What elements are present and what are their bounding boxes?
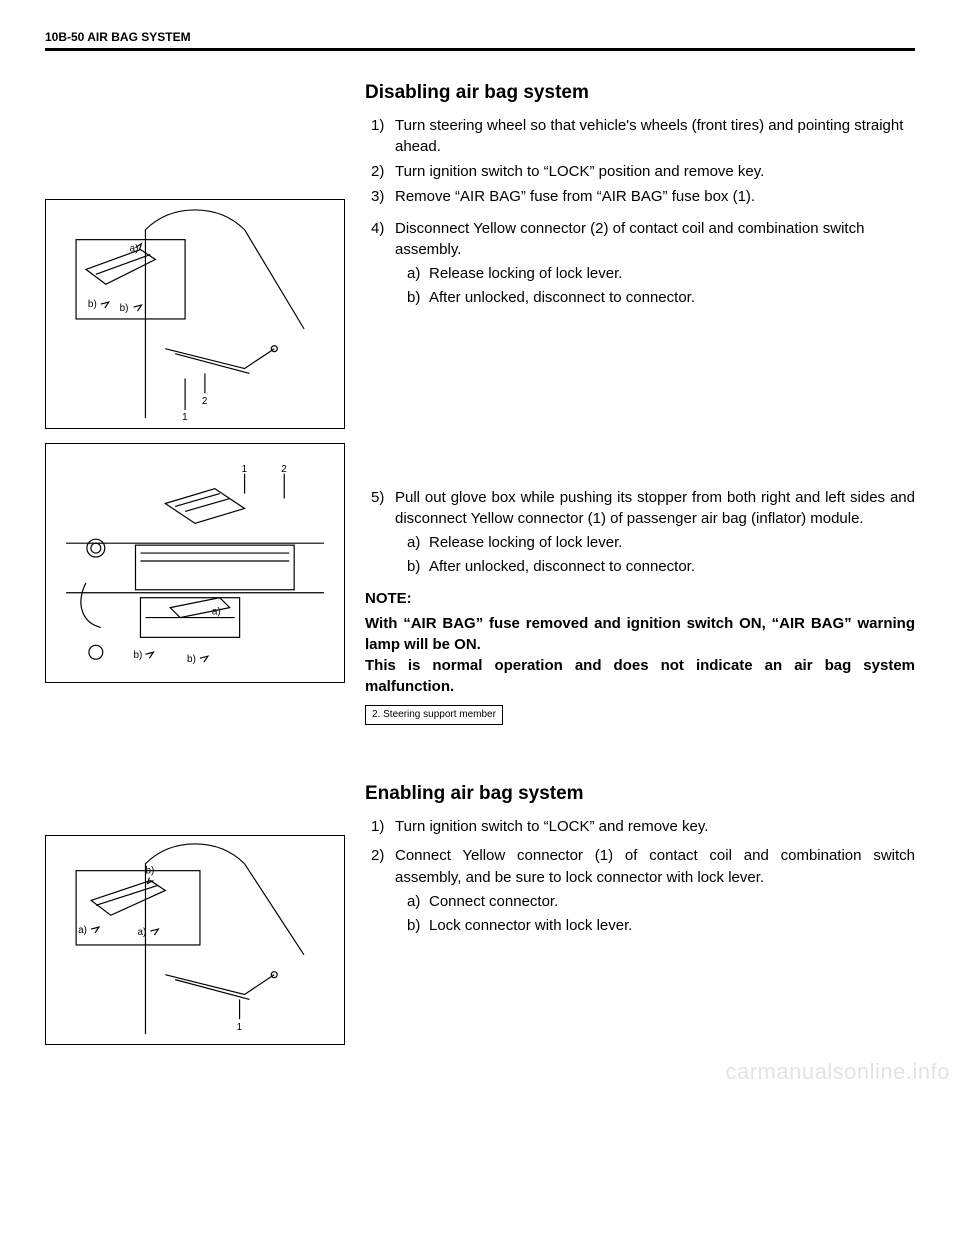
legend-box: 2. Steering support member <box>365 705 503 726</box>
svg-text:b): b) <box>120 303 129 314</box>
step-text: Turn ignition switch to “LOCK” position … <box>395 163 764 180</box>
note-body-2: This is normal operation and does not in… <box>365 655 915 697</box>
svg-text:b): b) <box>134 650 143 661</box>
svg-text:a): a) <box>138 927 147 938</box>
substep-marker: a) <box>407 532 420 554</box>
substep-5b: b) After unlocked, disconnect to connecto… <box>407 556 915 578</box>
step-text: Remove “AIR BAG” fuse from “AIR BAG” fus… <box>395 188 755 205</box>
step-text: Turn steering wheel so that vehicle's wh… <box>395 117 903 156</box>
step2-2: 2) Connect Yellow connector (1) of contac… <box>371 845 915 936</box>
substep-5a: a) Release locking of lock lever. <box>407 532 915 554</box>
steps-list-1c: 5) Pull out glove box while pushing its s… <box>371 487 915 578</box>
steps-list-2: 1) Turn ignition switch to “LOCK” and rem… <box>371 816 915 838</box>
step-marker: 3) <box>371 186 384 208</box>
step-text: Disconnect Yellow connector (2) of conta… <box>395 220 864 259</box>
substep-text: After unlocked, disconnect to connector. <box>429 558 695 575</box>
step-2: 2) Turn ignition switch to “LOCK” positio… <box>371 161 915 183</box>
substep-marker: b) <box>407 556 420 578</box>
step-marker: 4) <box>371 218 384 240</box>
watermark: carmanualsonline.info <box>0 1059 960 1085</box>
substep-marker: b) <box>407 915 420 937</box>
substep-text: After unlocked, disconnect to connector. <box>429 289 695 306</box>
substep-4b: b) After unlocked, disconnect to connecto… <box>407 287 915 309</box>
step-marker: 1) <box>371 816 384 838</box>
row-section1-top: a) b) b) 2 1 <box>45 79 915 725</box>
row-section2: b) a) a) 1 Enabling air bag system 1) Tur… <box>45 780 915 1045</box>
step-marker: 5) <box>371 487 384 509</box>
figure-spacer-2 <box>45 780 345 835</box>
substeps-4: a) Release locking of lock lever. b) After… <box>407 263 915 309</box>
substep-text: Release locking of lock lever. <box>429 265 622 282</box>
step-text: Turn ignition switch to “LOCK” and remov… <box>395 818 708 835</box>
left-col-top: a) b) b) 2 1 <box>45 79 345 683</box>
svg-text:2: 2 <box>202 396 208 407</box>
steps-list-1: 1) Turn steering wheel so that vehicle's … <box>371 115 915 208</box>
page: 10B-50 AIR BAG SYSTEM a) b) b) <box>0 0 960 1055</box>
note-label: NOTE: <box>365 588 915 609</box>
note-body-1: With “AIR BAG” fuse removed and ignition… <box>365 613 915 655</box>
svg-text:a): a) <box>212 607 221 618</box>
step-1: 1) Turn steering wheel so that vehicle's … <box>371 115 915 159</box>
left-col-bottom: b) a) a) 1 <box>45 780 345 1045</box>
svg-text:2: 2 <box>281 464 287 475</box>
substep-text: Release locking of lock lever. <box>429 534 622 551</box>
substep-text: Connect connector. <box>429 893 558 910</box>
step-marker: 1) <box>371 115 384 137</box>
note-block: NOTE: With “AIR BAG” fuse removed and ig… <box>365 588 915 697</box>
step-marker: 2) <box>371 845 384 867</box>
svg-text:b): b) <box>145 866 154 877</box>
svg-text:a): a) <box>130 244 139 255</box>
step-text: Connect Yellow connector (1) of contact … <box>395 845 915 889</box>
step-text: Pull out glove box while pushing its sto… <box>395 487 915 531</box>
step2-1: 1) Turn ignition switch to “LOCK” and rem… <box>371 816 915 838</box>
steps-list-2b: 2) Connect Yellow connector (1) of contac… <box>371 845 915 936</box>
section-gap <box>45 725 915 780</box>
heading-disabling: Disabling air bag system <box>365 79 915 107</box>
right-col-section2: Enabling air bag system 1) Turn ignition … <box>365 780 915 939</box>
page-header: 10B-50 AIR BAG SYSTEM <box>45 30 915 51</box>
figure-3-enabling: b) a) a) 1 <box>45 835 345 1045</box>
figure-spacer <box>45 79 345 199</box>
right-col-section1: Disabling air bag system 1) Turn steering… <box>365 79 915 725</box>
steps-list-1b: 4) Disconnect Yellow connector (2) of con… <box>371 218 915 309</box>
step-marker: 2) <box>371 161 384 183</box>
step-3: 3) Remove “AIR BAG” fuse from “AIR BAG” f… <box>371 186 915 208</box>
substeps-5: a) Release locking of lock lever. b) After… <box>407 532 915 578</box>
figure-2-glove-box: 1 2 a) b) b) <box>45 443 345 683</box>
substep-4a: a) Release locking of lock lever. <box>407 263 915 285</box>
svg-text:b): b) <box>187 654 196 665</box>
figure-1-steering-column: a) b) b) 2 1 <box>45 199 345 429</box>
heading-enabling: Enabling air bag system <box>365 780 915 808</box>
step-4: 4) Disconnect Yellow connector (2) of con… <box>371 218 915 309</box>
svg-text:1: 1 <box>237 1022 243 1033</box>
spacer <box>365 312 915 487</box>
svg-text:b): b) <box>88 299 97 310</box>
substep-text: Lock connector with lock lever. <box>429 917 632 934</box>
step-5: 5) Pull out glove box while pushing its s… <box>371 487 915 578</box>
svg-text:a): a) <box>78 925 87 936</box>
substeps-2-2: a) Connect connector. b) Lock connector wi… <box>407 891 915 937</box>
substep2-b: b) Lock connector with lock lever. <box>407 915 915 937</box>
substep-marker: b) <box>407 287 420 309</box>
svg-text:1: 1 <box>182 412 188 423</box>
substep2-a: a) Connect connector. <box>407 891 915 913</box>
substep-marker: a) <box>407 263 420 285</box>
substep-marker: a) <box>407 891 420 913</box>
svg-text:1: 1 <box>242 464 248 475</box>
